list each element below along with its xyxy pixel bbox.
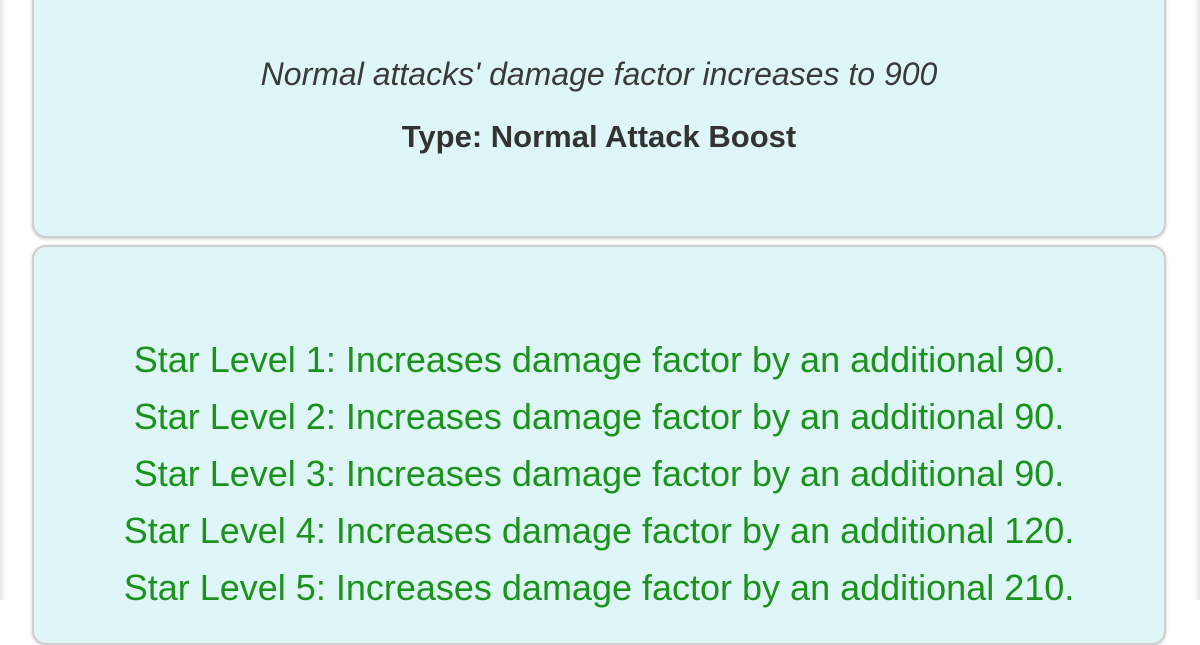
star-level-item: Star Level 1: Increases damage factor by… [133, 339, 1065, 380]
star-level-item: Star Level 5: Increases damage factor by… [123, 567, 1075, 608]
star-level-item: Star Level 3: Increases damage factor by… [133, 453, 1065, 494]
skill-description: Normal attacks' damage factor increases … [260, 56, 938, 92]
skill-info-card: Normal attacks' damage factor increases … [32, 0, 1166, 238]
page-edge-left [0, 0, 6, 600]
star-level-item: Star Level 2: Increases damage factor by… [133, 396, 1065, 437]
star-level-list: Star Level 1: Increases damage factor by… [34, 331, 1164, 616]
skill-type: Type: Normal Attack Boost [401, 119, 797, 154]
star-levels-card: Star Level 1: Increases damage factor by… [32, 245, 1166, 645]
page-edge-right [1194, 0, 1200, 600]
star-level-item: Star Level 4: Increases damage factor by… [123, 510, 1075, 551]
